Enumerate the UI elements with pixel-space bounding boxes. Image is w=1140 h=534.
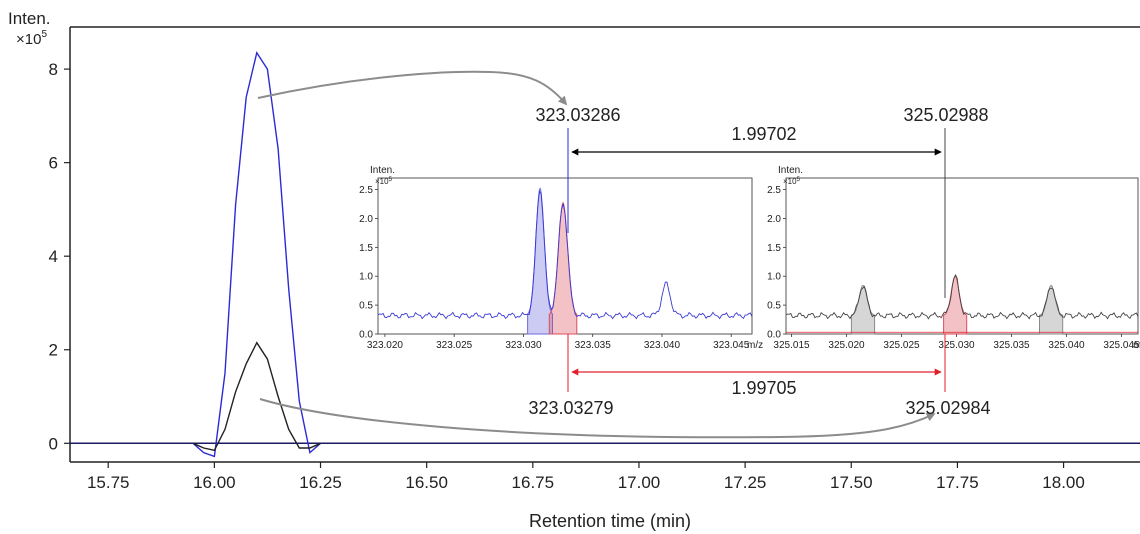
inset-ytick-label: 2.0 [359, 214, 373, 225]
main-xtick-label: 16.25 [299, 473, 342, 492]
inset-xtick-label: 325.020 [828, 340, 865, 351]
inset-xtick-label: 323.035 [575, 340, 612, 351]
main-ylabel: Inten. [8, 9, 51, 28]
inset-xtick-label: 325.015 [773, 340, 810, 351]
peak-fill [943, 275, 968, 335]
inset-ytick-label: 1.0 [359, 272, 373, 283]
main-series [192, 50, 321, 458]
main-xlabel: Retention time (min) [529, 511, 691, 531]
inset-xtick-label: 323.025 [436, 340, 473, 351]
main-xtick-label: 18.00 [1042, 473, 1085, 492]
inset-yscale: ×105 [783, 177, 801, 186]
main-xtick-label: 17.00 [618, 473, 661, 492]
inset-xtick-label: 323.040 [644, 340, 681, 351]
main-xtick-label: 16.75 [512, 473, 555, 492]
inset-ytick-label: 0.0 [359, 330, 373, 341]
main-xtick-label: 17.75 [936, 473, 979, 492]
main-ytick-label: 0 [49, 434, 58, 453]
inset-trace [785, 273, 1139, 320]
inset-ytick-label: 1.5 [767, 243, 781, 254]
main-axes: 0 2 4 6 8 15.75 16.00 16.25 16.50 16.75 17.00 17.25… [49, 26, 1140, 492]
connector-arrow-bottom [259, 398, 936, 439]
inset-xtick-label: 325.040 [1048, 340, 1085, 351]
main-yscale-exp: 5 [41, 29, 47, 40]
inset-trace [377, 189, 753, 320]
inset-xtick-label: 325.025 [883, 340, 920, 351]
bottom-diff-label: 1.99705 [731, 378, 796, 398]
inset-xtick-label: 325.030 [938, 340, 975, 351]
inset-ytick-label: 2.0 [767, 214, 781, 225]
inset-frame [377, 177, 753, 335]
bottom-left-mz-label: 323.03279 [528, 398, 613, 418]
inset-ytick-label: 2.5 [359, 185, 373, 196]
bottom-right-mz-label: 325.02984 [905, 398, 990, 418]
inset-xtick-label: 323.030 [505, 340, 542, 351]
inset-yscale-exp: 5 [389, 177, 393, 183]
inset-ytick-label: 1.0 [767, 272, 781, 283]
inset-left: 0.0 0.5 1.0 1.5 2.0 2.5 323.020 323.025 323.030 3… [359, 165, 763, 351]
inset-xunit-label: m/z [747, 340, 763, 351]
inset-ytick-label: 0.5 [359, 301, 373, 312]
main-ytick-label: 6 [49, 154, 58, 173]
series-line-black [192, 341, 321, 452]
inset-yscale-exp: 5 [797, 177, 801, 183]
inset-ytick-label: 2.5 [767, 185, 781, 196]
inset-ytick-label: 1.5 [359, 243, 373, 254]
connector-arrow-top [257, 70, 568, 106]
inset-xunit-label: m/z [1133, 340, 1140, 351]
main-ytick-label: 4 [49, 247, 58, 266]
top-diff-label: 1.99702 [731, 124, 796, 144]
inset-xtick-label: 325.045 [1103, 340, 1140, 351]
main-xtick-label: 16.50 [405, 473, 448, 492]
top-right-mz-label: 325.02988 [903, 105, 988, 125]
inset-right: 0.0 0.5 1.0 1.5 2.0 2.5 325.015 325.020 325.025 3… [767, 165, 1140, 351]
main-ytick-label: 8 [49, 60, 58, 79]
inset-ylabel: Inten. [778, 165, 803, 176]
main-ytick-label: 2 [49, 341, 58, 360]
top-left-mz-label: 323.03286 [535, 105, 620, 125]
inset-ytick-label: 0.0 [767, 330, 781, 341]
inset-ytick-label: 0.5 [767, 301, 781, 312]
main-yscale: ×105 [16, 29, 47, 48]
main-xtick-label: 16.00 [193, 473, 236, 492]
main-xtick-label: 17.25 [724, 473, 767, 492]
inset-ylabel: Inten. [370, 165, 395, 176]
main-yscale-base: ×10 [16, 31, 41, 48]
series-line-blue [192, 50, 321, 458]
inset-xtick-label: 323.020 [367, 340, 404, 351]
inset-xtick-label: 325.035 [993, 340, 1030, 351]
peak-fill [850, 284, 876, 335]
main-xtick-label: 17.50 [830, 473, 873, 492]
inset-xtick-label: 323.045 [713, 340, 750, 351]
inset-yscale: ×105 [375, 177, 393, 186]
main-xtick-label: 15.75 [87, 473, 130, 492]
